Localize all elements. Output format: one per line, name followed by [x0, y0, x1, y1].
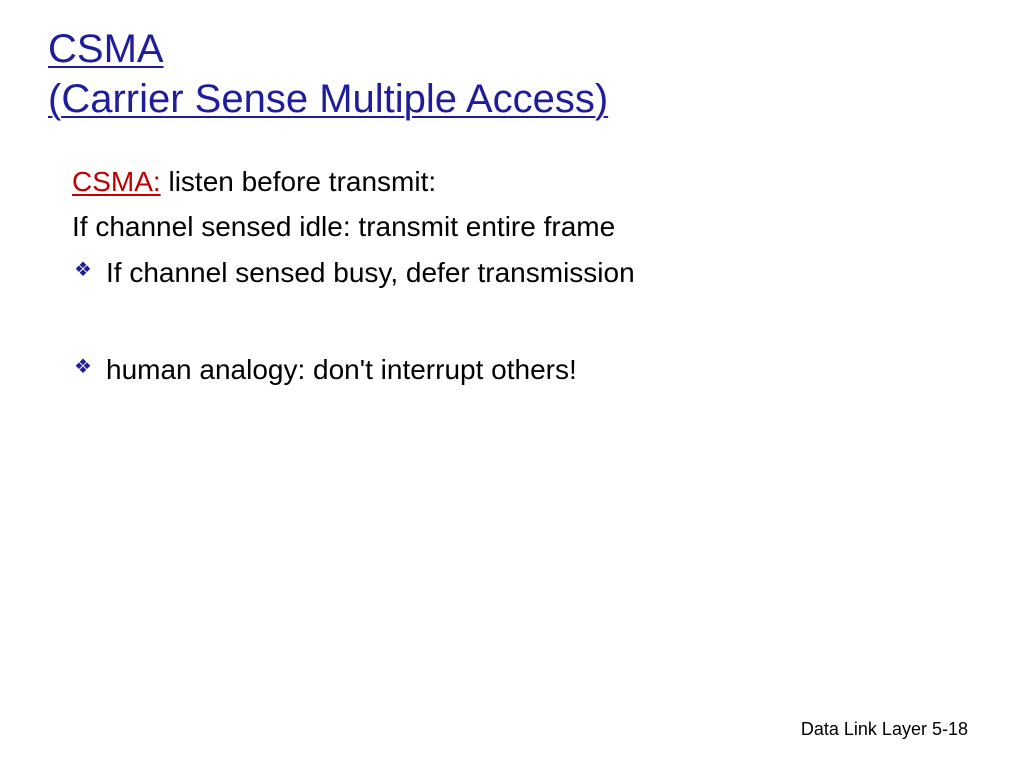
slide-title: CSMA (Carrier Sense Multiple Access)	[48, 24, 976, 124]
title-line-2: (Carrier Sense Multiple Access)	[48, 74, 976, 124]
slide-footer: Data Link Layer 5-18	[801, 719, 968, 740]
slide: CSMA (Carrier Sense Multiple Access) CSM…	[0, 0, 1024, 768]
lead-rest: listen before transmit:	[161, 166, 436, 197]
plain-line: If channel sensed idle: transmit entire …	[72, 205, 976, 248]
bullet-text: human analogy: don't interrupt others!	[106, 348, 976, 391]
bullet-text: If channel sensed busy, defer transmissi…	[106, 251, 976, 294]
lead-label: CSMA:	[72, 166, 161, 197]
lead-line: CSMA: listen before transmit:	[72, 160, 976, 203]
title-line-1: CSMA	[48, 24, 976, 74]
spacer	[72, 296, 976, 348]
diamond-bullet-icon: ❖	[72, 251, 106, 289]
bullet-item: ❖ If channel sensed busy, defer transmis…	[72, 251, 976, 294]
bullet-item: ❖ human analogy: don't interrupt others!	[72, 348, 976, 391]
diamond-bullet-icon: ❖	[72, 348, 106, 386]
slide-body: CSMA: listen before transmit: If channel…	[48, 160, 976, 392]
